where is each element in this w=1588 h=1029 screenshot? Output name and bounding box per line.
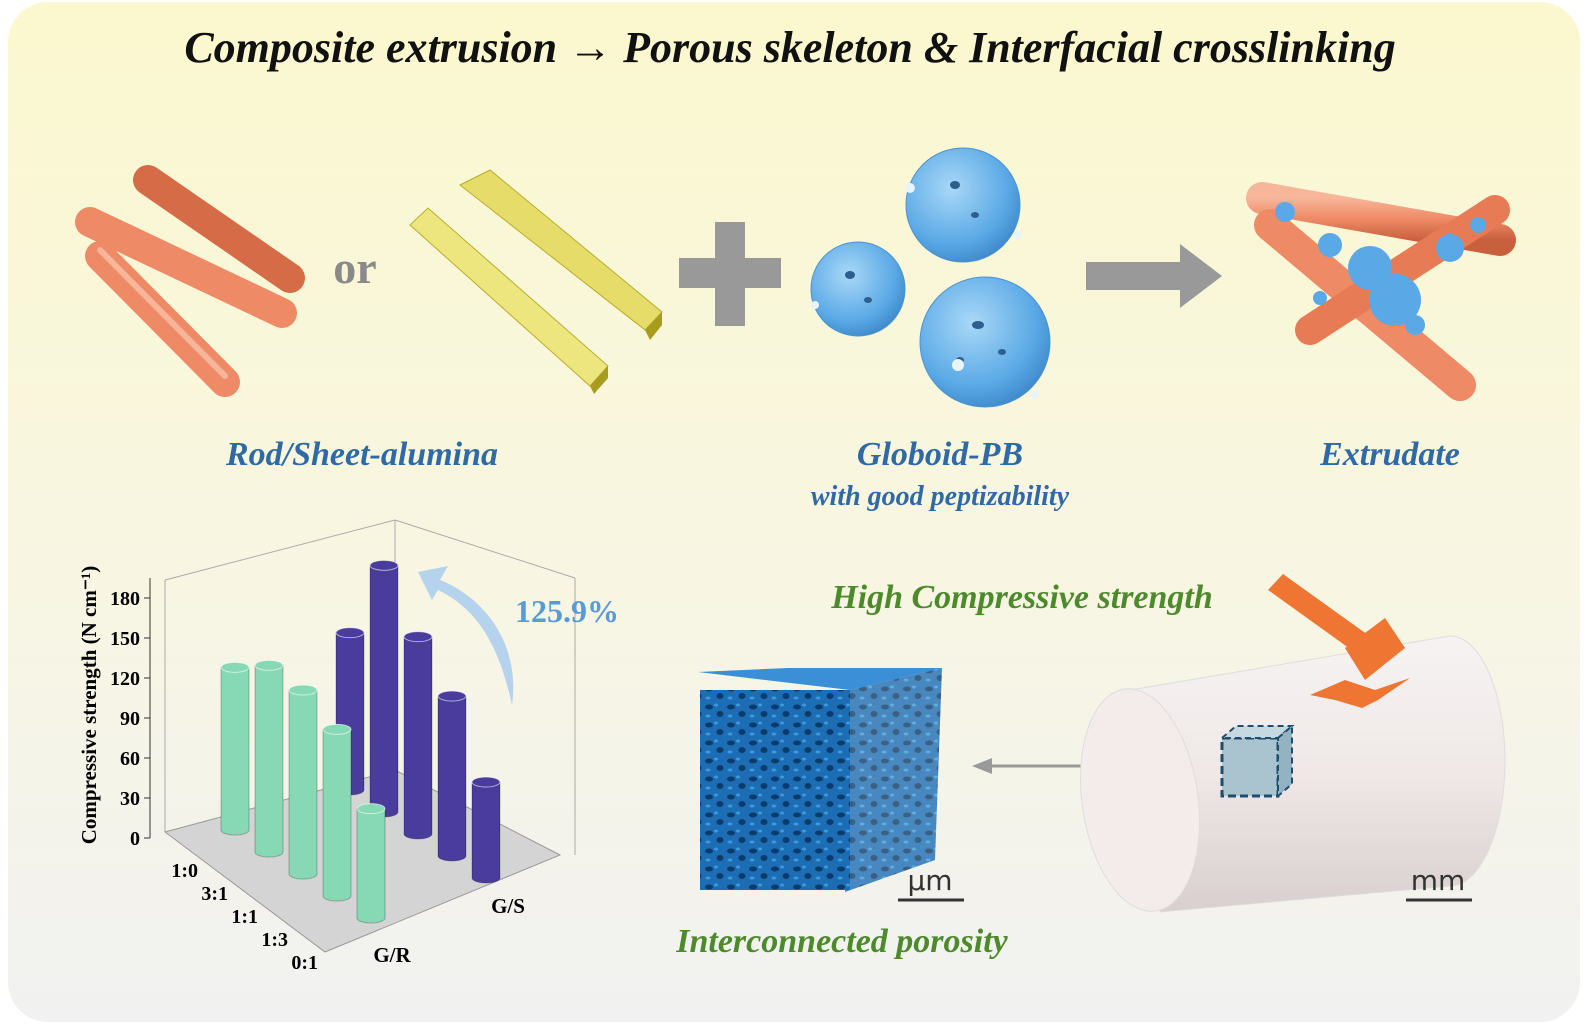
bar-body xyxy=(369,564,399,818)
bar-body xyxy=(288,689,318,880)
title: Composite extrusion → Porous skeleton & … xyxy=(184,23,1395,72)
y-tick-label: 30 xyxy=(120,788,140,810)
bar-body xyxy=(322,728,352,902)
strength-label: High Compressive strength xyxy=(830,579,1213,616)
back-wall-edge xyxy=(394,519,576,579)
increase-label: 125.9% xyxy=(515,593,619,629)
rods xyxy=(75,165,305,397)
bar-top xyxy=(335,627,365,639)
chart: 0 30 60 90 120 150 180 Compressive strength (N … xyxy=(77,519,576,974)
micro-scale: μm xyxy=(907,864,952,897)
bar-body xyxy=(403,636,433,840)
y-tick-label: 150 xyxy=(110,628,140,650)
rod-sheet-label: Rod/Sheet-alumina xyxy=(225,436,498,473)
y-tick-label: 60 xyxy=(120,748,140,770)
or-label: or xyxy=(333,242,376,293)
bar-top xyxy=(288,684,318,696)
milli-scale: mm xyxy=(1411,864,1466,897)
bar-top xyxy=(369,559,399,571)
back-wall-edge xyxy=(164,519,396,581)
series-label: G/S xyxy=(491,894,525,918)
globoid-label: Globoid-PB xyxy=(857,436,1023,473)
bar-top xyxy=(471,776,501,788)
bar-top xyxy=(437,690,467,702)
porous-cube xyxy=(698,668,942,892)
extrudate-label: Extrudate xyxy=(1319,436,1460,473)
y-tick-label: 0 xyxy=(130,828,140,850)
y-tick-label: 90 xyxy=(120,708,140,730)
bar-top xyxy=(254,659,284,671)
category-label: 1:3 xyxy=(261,929,288,951)
process-arrow xyxy=(1086,244,1222,308)
bar-top xyxy=(220,661,250,673)
zoom-arrowhead xyxy=(972,758,992,774)
porosity-label: Interconnected porosity xyxy=(675,923,1008,960)
bar-top xyxy=(322,723,352,735)
sheets xyxy=(409,169,663,394)
bar-body xyxy=(220,666,250,836)
series-label: G/R xyxy=(373,943,411,967)
globoids xyxy=(810,147,1051,408)
y-tick-label: 120 xyxy=(110,668,140,690)
y-tick-label: 180 xyxy=(110,588,140,610)
category-label: 1:1 xyxy=(231,906,258,928)
category-label: 3:1 xyxy=(201,883,228,905)
bar-body xyxy=(356,808,386,924)
y-axis-label: Compressive strength (N cm⁻¹) xyxy=(77,566,101,844)
hammer xyxy=(1268,574,1410,708)
bar-body xyxy=(471,781,501,884)
plus-sign xyxy=(679,222,781,326)
bar-top xyxy=(403,631,433,643)
bar-top xyxy=(356,803,386,815)
globoid-note: with good peptizability xyxy=(811,481,1070,512)
extrudate xyxy=(1246,182,1516,401)
increase-arrow xyxy=(418,566,514,705)
bar-body xyxy=(254,664,284,858)
category-label: 1:0 xyxy=(171,860,198,882)
category-label: 0:1 xyxy=(291,952,318,974)
pellet-cylinder xyxy=(1079,635,1506,913)
bar-body xyxy=(437,695,467,862)
